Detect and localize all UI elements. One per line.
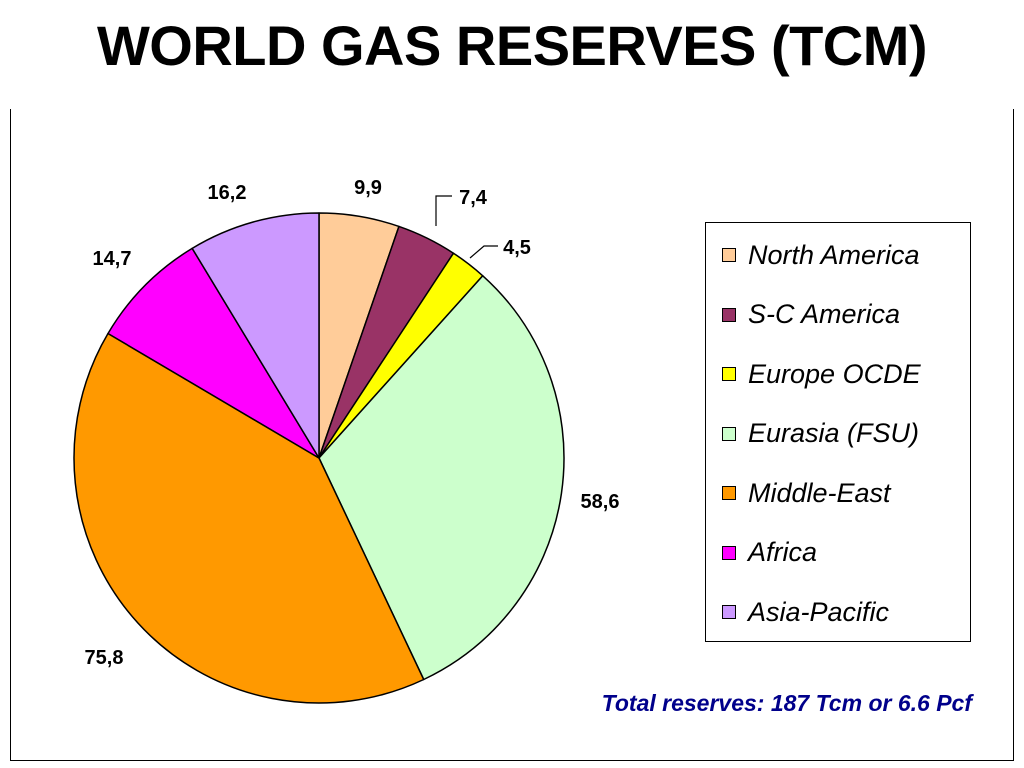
legend-label: Africa [748,537,818,567]
legend-item-africa: Africa [722,536,817,570]
pie-slice-africa [107,247,320,459]
legend-swatch [722,248,736,262]
data-label-africa: 14,7 [93,248,132,270]
pie-slice-eurasia-fsu [318,275,565,681]
chart-frame [10,109,1014,761]
pie-slice-asia-pacific [191,212,320,459]
legend-swatch [722,367,736,381]
legend-item-europe-ocde: Europe OCDE [722,357,921,391]
legend-item-eurasia-fsu: Eurasia (FSU) [722,417,919,451]
pie-slice-middle-east [73,332,425,704]
legend-swatch [722,426,736,441]
data-label-middle-east: 75,8 [85,647,124,669]
legend-item-asia-pacific: Asia-Pacific [722,595,889,629]
data-label-asia-pacific: 16,2 [208,182,247,204]
legend-label: Middle-East [748,477,891,508]
legend-label: North America [748,239,920,270]
leader-line-europe-ocde [469,245,498,259]
legend-swatch [722,486,736,500]
legend-label: Eurasia (FSU) [748,418,920,448]
data-label-north-america: 9,9 [354,177,382,199]
leader-line-s-c-america [435,195,452,226]
page-title: WORLD GAS RESERVES (TCM) [96,14,928,77]
legend-swatch [722,545,736,560]
data-label-eurasia-fsu: 58,6 [581,491,620,513]
legend-swatch [722,307,736,322]
legend-label: Europe OCDE [748,358,921,389]
legend-label: S-C America [748,299,901,329]
legend-item-middle-east: Middle-East [722,476,891,510]
legend-label: Asia-Pacific [748,596,890,627]
legend-swatch [722,605,736,619]
data-label-europe-ocde: 4,5 [503,237,531,259]
total-reserves-note: Total reserves: 187 Tcm or 6.6 Pcf [601,690,972,716]
data-label-s-c-america: 7,4 [459,187,488,209]
legend-item-north-america: North America [722,238,920,272]
legend-item-s-c-america: S-C America [722,298,900,332]
chart-legend: North America S-C America Europe OCDE Euras… [705,222,971,642]
